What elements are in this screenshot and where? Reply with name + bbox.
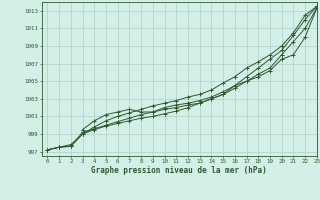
X-axis label: Graphe pression niveau de la mer (hPa): Graphe pression niveau de la mer (hPa): [91, 166, 267, 175]
